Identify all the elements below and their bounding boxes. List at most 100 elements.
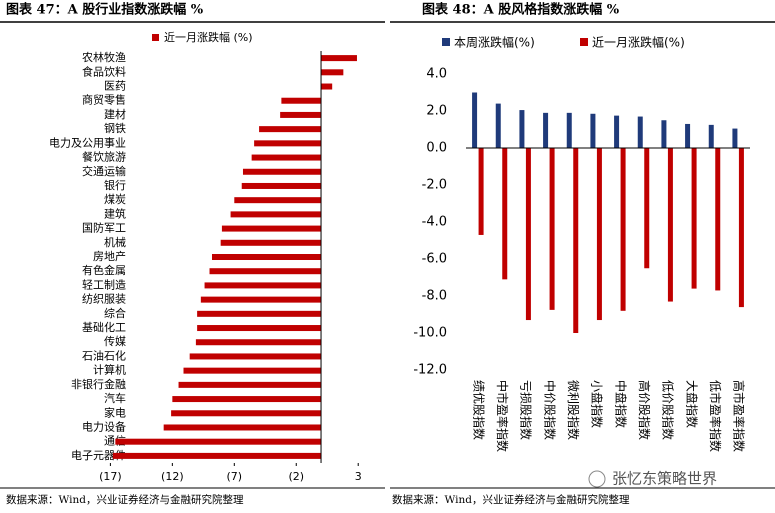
bar bbox=[738, 148, 744, 308]
bar bbox=[197, 310, 322, 317]
bar bbox=[637, 116, 643, 148]
x-tick-label: 中市盈率指数 bbox=[495, 380, 510, 452]
bar bbox=[172, 396, 322, 403]
y-tick-label: 机械 bbox=[104, 235, 126, 249]
bar bbox=[163, 424, 322, 431]
bar bbox=[661, 120, 667, 148]
bar bbox=[280, 111, 322, 118]
y-tick-label: 煤炭 bbox=[104, 193, 126, 206]
y-tick-label: -4.0 bbox=[422, 215, 447, 230]
bar bbox=[495, 103, 501, 148]
source: 数据来源：Wind，兴业证券经济与金融研究院整理 bbox=[392, 493, 630, 506]
legend-swatch bbox=[442, 38, 450, 46]
y-tick-label: 有色金属 bbox=[82, 263, 126, 277]
y-tick-label: 4.0 bbox=[426, 67, 447, 82]
bar bbox=[200, 296, 322, 303]
bar bbox=[644, 148, 650, 269]
y-tick-label: 2.0 bbox=[426, 104, 447, 119]
bar bbox=[281, 97, 322, 104]
y-tick-label: 传媒 bbox=[104, 335, 126, 348]
y-tick-label: 计算机 bbox=[93, 363, 126, 377]
legend-swatch bbox=[580, 38, 588, 46]
y-tick-label: 银行 bbox=[104, 178, 126, 192]
y-tick-label: 家电 bbox=[104, 405, 126, 419]
bar bbox=[189, 353, 322, 360]
bar bbox=[211, 254, 322, 260]
bar bbox=[195, 339, 322, 346]
legend-swatch bbox=[152, 34, 159, 41]
y-tick-label: 国防军工 bbox=[82, 221, 126, 235]
watermark: 张忆东策略世界 bbox=[612, 470, 717, 488]
x-tick-label: 高价股指数 bbox=[637, 380, 652, 440]
x-tick-label: 大盘指数 bbox=[684, 380, 699, 428]
y-tick-label: 农林牧渔 bbox=[82, 50, 126, 64]
x-tick-label: 低价股指数 bbox=[661, 380, 676, 440]
x-tick-label: 微利股指数 bbox=[566, 380, 581, 440]
x-tick-label: (7) bbox=[227, 470, 243, 483]
y-tick-label: -10.0 bbox=[413, 326, 447, 341]
legend-label: 近一月涨跌幅 (%) bbox=[164, 30, 253, 44]
bar bbox=[112, 452, 322, 459]
wechat-icon bbox=[588, 470, 606, 488]
y-tick-label: 电力及公用事业 bbox=[49, 136, 126, 149]
x-tick-label: (17) bbox=[99, 470, 122, 483]
bar bbox=[178, 381, 322, 388]
bar bbox=[204, 282, 322, 289]
y-tick-label: -6.0 bbox=[422, 252, 447, 267]
bar bbox=[478, 148, 484, 235]
x-tick-label: (12) bbox=[161, 470, 184, 483]
x-tick-label: 亏损股指数 bbox=[519, 380, 534, 440]
bar bbox=[667, 148, 673, 302]
x-tick-label: 小盘指数 bbox=[590, 380, 605, 428]
bar bbox=[566, 112, 572, 148]
bar bbox=[221, 225, 322, 232]
y-tick-label: 商贸零售 bbox=[82, 93, 126, 107]
y-tick-label: -2.0 bbox=[422, 178, 447, 193]
bar bbox=[549, 148, 555, 310]
y-tick-label: 钢铁 bbox=[104, 122, 126, 135]
y-tick-label: 汽车 bbox=[104, 391, 126, 405]
y-tick-label: 交通运输 bbox=[82, 164, 126, 178]
bar bbox=[715, 148, 721, 291]
bar bbox=[525, 148, 531, 321]
bar bbox=[321, 55, 357, 62]
bar bbox=[573, 148, 579, 333]
y-tick-label: 建材 bbox=[104, 107, 126, 121]
chart-title: 图表 48：A 股风格指数涨跌幅 % bbox=[422, 2, 620, 18]
bar bbox=[183, 367, 322, 374]
bar bbox=[708, 124, 714, 148]
chart-title: 图表 47：A 股行业指数涨跌幅 % bbox=[6, 2, 204, 18]
source: 数据来源：Wind，兴业证券经济与金融研究院整理 bbox=[6, 493, 244, 506]
y-tick-label: 基础化工 bbox=[82, 320, 126, 334]
y-tick-label: 综合 bbox=[104, 306, 126, 320]
bar bbox=[241, 182, 322, 189]
legend-label: 近一月涨跌幅(%) bbox=[592, 35, 685, 50]
y-tick-label: 电子元器件 bbox=[71, 449, 126, 462]
y-tick-label: 餐饮旅游 bbox=[82, 150, 126, 164]
y-tick-label: 石油石化 bbox=[82, 348, 126, 362]
bar bbox=[472, 92, 478, 148]
bar bbox=[230, 211, 322, 218]
bar bbox=[596, 148, 602, 321]
bar bbox=[171, 410, 322, 417]
y-tick-label: 纺织服装 bbox=[82, 292, 126, 306]
bar bbox=[732, 128, 738, 148]
bar bbox=[209, 268, 322, 275]
bar bbox=[115, 438, 322, 445]
bar bbox=[620, 148, 626, 311]
legend-label: 本周涨跌幅(%) bbox=[454, 35, 535, 50]
y-tick-label: 食品饮料 bbox=[82, 64, 126, 78]
bar bbox=[242, 168, 322, 175]
bar bbox=[691, 148, 697, 289]
x-tick-label: 绩优股指数 bbox=[471, 380, 486, 440]
y-tick-label: 建筑 bbox=[104, 206, 126, 220]
bar bbox=[502, 148, 508, 280]
bar bbox=[543, 112, 549, 148]
bar bbox=[321, 83, 333, 90]
bar bbox=[590, 113, 596, 148]
y-tick-label: 非银行金融 bbox=[71, 377, 126, 391]
bar bbox=[614, 115, 620, 148]
y-tick-label: 轻工制造 bbox=[82, 277, 126, 291]
x-tick-label: 低市盈率指数 bbox=[708, 380, 723, 452]
